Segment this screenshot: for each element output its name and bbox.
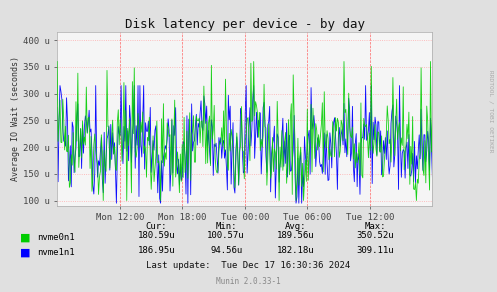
Text: RRDTOOL / TOBI OETIKER: RRDTOOL / TOBI OETIKER xyxy=(489,70,494,152)
Text: Max:: Max: xyxy=(364,222,386,231)
Text: ■: ■ xyxy=(20,233,30,243)
Text: 100.57u: 100.57u xyxy=(207,231,245,240)
Text: nvme1n1: nvme1n1 xyxy=(37,248,75,257)
Text: ■: ■ xyxy=(20,248,30,258)
Text: Munin 2.0.33-1: Munin 2.0.33-1 xyxy=(216,277,281,286)
Text: Cur:: Cur: xyxy=(146,222,167,231)
Text: nvme0n1: nvme0n1 xyxy=(37,234,75,242)
Text: Min:: Min: xyxy=(215,222,237,231)
Text: 350.52u: 350.52u xyxy=(356,231,394,240)
Text: Last update:  Tue Dec 17 16:30:36 2024: Last update: Tue Dec 17 16:30:36 2024 xyxy=(147,261,350,270)
Text: 186.95u: 186.95u xyxy=(138,246,175,255)
Text: 189.56u: 189.56u xyxy=(277,231,315,240)
Text: 309.11u: 309.11u xyxy=(356,246,394,255)
Y-axis label: Average IO Wait (seconds): Average IO Wait (seconds) xyxy=(11,56,20,182)
Text: 94.56u: 94.56u xyxy=(210,246,242,255)
Text: 182.18u: 182.18u xyxy=(277,246,315,255)
Title: Disk latency per device - by day: Disk latency per device - by day xyxy=(125,18,365,31)
Text: Avg:: Avg: xyxy=(285,222,307,231)
Text: 180.59u: 180.59u xyxy=(138,231,175,240)
